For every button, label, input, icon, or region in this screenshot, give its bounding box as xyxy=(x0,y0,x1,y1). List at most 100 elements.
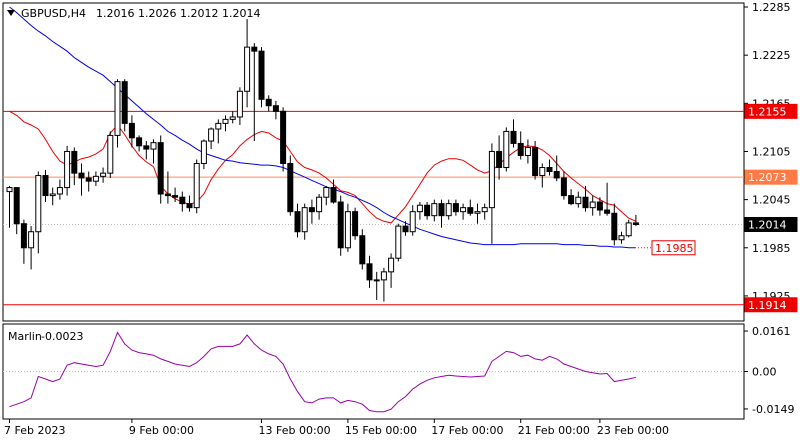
candle xyxy=(301,203,308,240)
svg-text:1.2073: 1.2073 xyxy=(748,171,787,184)
candle xyxy=(632,214,639,227)
y-tick-label: 1.2225 xyxy=(752,49,791,62)
y-tick-label: 1.2105 xyxy=(752,145,791,158)
candle xyxy=(193,159,200,214)
candle xyxy=(287,155,294,216)
candle xyxy=(294,203,301,238)
candle xyxy=(344,203,351,252)
candle xyxy=(496,135,503,180)
candle xyxy=(337,195,344,256)
candle xyxy=(460,203,467,220)
candle xyxy=(308,199,315,224)
candle xyxy=(42,169,49,203)
candle xyxy=(582,185,589,212)
candle xyxy=(13,187,20,235)
candle xyxy=(251,43,258,142)
candle xyxy=(258,47,265,108)
candle xyxy=(553,155,560,182)
candle xyxy=(316,194,323,220)
candle xyxy=(280,107,287,172)
candle xyxy=(107,131,114,178)
candle xyxy=(56,179,63,200)
x-tick-label: 13 Feb 00:00 xyxy=(259,424,331,437)
candle xyxy=(452,199,459,216)
candle xyxy=(229,111,236,124)
candle xyxy=(575,191,582,208)
symbol-label: GBPUSD,H4 xyxy=(21,7,86,20)
level-price-tag-1: 1.2073 xyxy=(744,169,798,185)
candle xyxy=(323,185,330,206)
candle xyxy=(431,199,438,222)
level-price-tag-0: 1.2155 xyxy=(744,103,798,119)
y-tick-label: 1.1985 xyxy=(752,242,791,255)
candle xyxy=(272,100,279,120)
candle xyxy=(186,195,193,212)
x-tick-label: 9 Feb 00:00 xyxy=(129,424,194,437)
svg-text:1.1985: 1.1985 xyxy=(655,242,694,255)
oscillator-value: -0.0023 xyxy=(41,330,83,343)
oscillator-tick-label: -0.0149 xyxy=(752,403,794,416)
candle xyxy=(409,205,416,236)
candle xyxy=(568,189,575,206)
moving-average-line-0 xyxy=(9,110,637,224)
candle xyxy=(416,202,423,220)
candle xyxy=(121,79,128,132)
candle xyxy=(85,171,92,192)
candle xyxy=(100,167,107,183)
candle xyxy=(373,271,380,300)
candle xyxy=(596,197,603,216)
x-tick-label: 23 Feb 00:00 xyxy=(597,424,669,437)
oscillator-line xyxy=(9,331,637,413)
candle xyxy=(28,226,35,270)
candle xyxy=(114,79,121,148)
candle xyxy=(517,131,524,160)
candle xyxy=(136,135,143,152)
svg-text:1.1914: 1.1914 xyxy=(748,299,787,312)
candle xyxy=(539,163,546,188)
candle xyxy=(215,119,222,144)
candle xyxy=(532,141,539,180)
level-price-tag-2: 1.1914 xyxy=(744,297,798,313)
candle xyxy=(481,203,488,220)
candle xyxy=(20,219,27,264)
candle xyxy=(380,267,387,302)
x-tick-label: 7 Feb 2023 xyxy=(4,424,65,437)
triangle-down-icon[interactable] xyxy=(7,10,15,16)
candle xyxy=(236,87,243,125)
moving-average-line-1 xyxy=(9,6,636,249)
candle xyxy=(438,199,445,228)
candle xyxy=(395,223,402,262)
candle xyxy=(71,147,78,186)
candle xyxy=(35,171,42,254)
candle xyxy=(78,163,85,196)
candle xyxy=(445,199,452,220)
candle xyxy=(150,139,157,164)
candle xyxy=(352,207,359,240)
candle xyxy=(474,203,481,224)
candle xyxy=(222,115,229,132)
x-tick-label: 21 Feb 00:00 xyxy=(518,424,590,437)
candle xyxy=(164,171,171,204)
main-plot-frame xyxy=(2,2,745,322)
oscillator-tick-label: 0.00 xyxy=(752,366,777,379)
candle xyxy=(625,219,632,238)
x-tick-label: 17 Feb 00:00 xyxy=(431,424,503,437)
y-tick-label: 1.2045 xyxy=(752,194,791,207)
candle xyxy=(92,171,99,186)
candle xyxy=(359,229,366,270)
candle xyxy=(330,179,337,204)
candle xyxy=(589,195,596,216)
candle xyxy=(208,127,215,150)
candle xyxy=(200,139,207,170)
oscillator-tick-label: 0.0161 xyxy=(752,325,791,338)
candle xyxy=(546,159,553,176)
candle xyxy=(524,139,531,164)
candle xyxy=(611,203,618,246)
candle xyxy=(424,202,431,220)
candle xyxy=(179,191,186,212)
x-tick-label: 15 Feb 00:00 xyxy=(345,424,417,437)
candle xyxy=(388,253,395,288)
svg-text:1.2014: 1.2014 xyxy=(748,218,787,231)
candle xyxy=(366,255,373,288)
